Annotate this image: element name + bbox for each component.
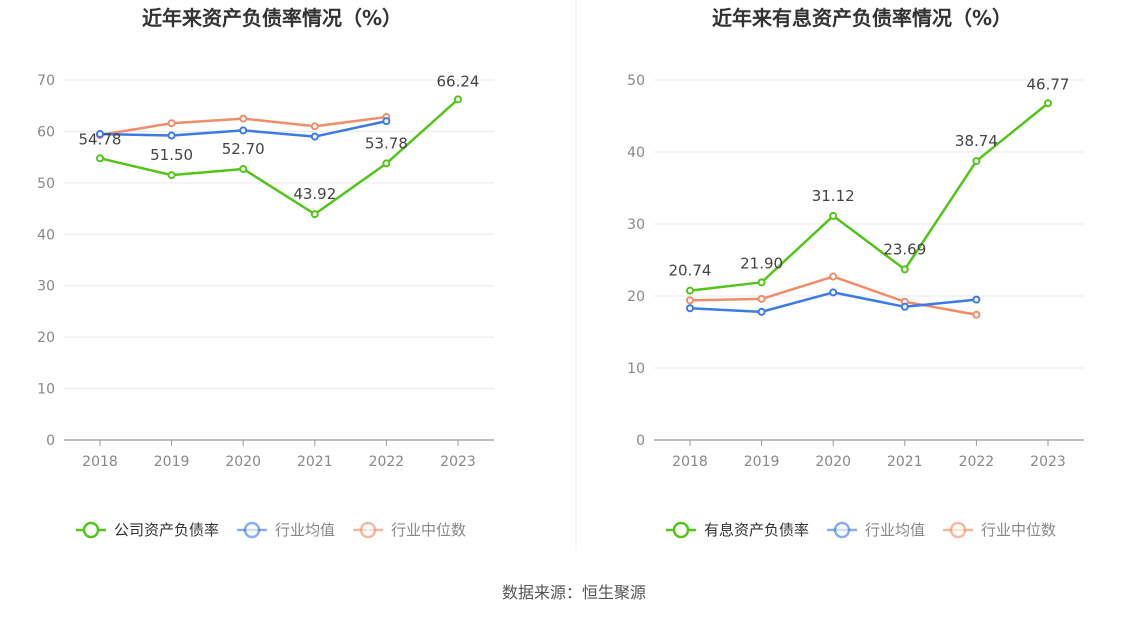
data-point — [972, 295, 981, 304]
series-line — [689, 102, 1049, 292]
data-label: 43.92 — [293, 185, 336, 203]
data-point — [972, 157, 981, 166]
y-tick-label: 50 — [627, 73, 645, 89]
x-tick-label: 2018 — [672, 454, 708, 470]
data-point — [686, 304, 694, 313]
data-point — [829, 211, 838, 220]
source-note: 数据来源：恒生聚源 — [502, 583, 646, 602]
x-tick-label: 2023 — [440, 454, 476, 470]
legend-label: 行业中位数 — [981, 521, 1056, 539]
chart-title: 近年来资产负债率情况（%） — [142, 6, 402, 30]
data-point — [686, 296, 694, 305]
legend-marker — [672, 521, 690, 539]
y-tick-label: 10 — [37, 382, 55, 398]
data-label: 31.12 — [812, 187, 855, 205]
y-tick-label: 50 — [37, 176, 55, 192]
data-point — [1044, 99, 1052, 108]
data-point — [310, 210, 319, 219]
data-point — [167, 131, 176, 140]
data-label: 46.77 — [1027, 75, 1070, 93]
chart-2: 近年来有息资产负债率情况（%） 0 10 20 30 40 50 2018 2019 2020 20… — [627, 6, 1084, 539]
data-point — [239, 126, 248, 135]
data-label: 52.70 — [222, 140, 265, 158]
data-point — [382, 117, 391, 126]
y-tick-label: 30 — [627, 217, 645, 233]
y-tick-label: 0 — [46, 433, 55, 449]
data-point — [167, 119, 176, 128]
chart-title: 近年来有息资产负债率情况（%） — [712, 6, 1012, 30]
legend-marker — [949, 521, 967, 539]
legend-label: 有息资产负债率 — [704, 521, 809, 539]
data-label: 66.24 — [437, 72, 480, 90]
data-point — [757, 294, 766, 303]
data-point — [900, 302, 909, 311]
data-point — [757, 307, 766, 316]
chart-1: 近年来资产负债率情况（%） 0 10 20 30 40 50 60 70 2018 2019 2020… — [37, 6, 494, 539]
data-point — [310, 132, 319, 141]
y-tick-label: 40 — [37, 227, 55, 243]
y-tick-label: 40 — [627, 145, 645, 161]
legend-marker — [359, 521, 377, 539]
data-label: 51.50 — [150, 146, 193, 164]
data-point — [972, 310, 981, 319]
legend-label: 行业均值 — [865, 521, 925, 539]
legend-marker — [243, 521, 261, 539]
data-label: 20.74 — [669, 262, 712, 280]
data-point — [900, 265, 909, 274]
x-tick-label: 2019 — [744, 454, 780, 470]
y-tick-label: 60 — [37, 124, 55, 140]
data-point — [382, 159, 391, 168]
data-point — [686, 286, 694, 295]
x-tick-label: 2020 — [225, 454, 261, 470]
y-tick-label: 30 — [37, 279, 55, 295]
data-point — [310, 122, 319, 131]
data-label: 38.74 — [955, 132, 998, 150]
y-tick-label: 10 — [627, 361, 645, 377]
data-label: 23.69 — [883, 240, 926, 258]
legend-label: 行业中位数 — [391, 521, 466, 539]
data-point — [454, 95, 462, 104]
data-label: 53.78 — [365, 134, 408, 152]
data-point — [239, 164, 248, 173]
data-label: 54.78 — [79, 130, 122, 148]
x-tick-label: 2020 — [815, 454, 851, 470]
y-tick-label: 70 — [37, 73, 55, 89]
x-tick-label: 2023 — [1030, 454, 1066, 470]
x-tick-label: 2022 — [369, 454, 405, 470]
x-tick-label: 2019 — [154, 454, 190, 470]
x-tick-label: 2018 — [82, 454, 118, 470]
data-point — [239, 114, 248, 123]
data-label: 21.90 — [740, 254, 783, 272]
x-tick-label: 2021 — [887, 454, 923, 470]
legend-marker — [82, 521, 100, 539]
legend-marker — [833, 521, 851, 539]
x-tick-label: 2021 — [297, 454, 333, 470]
x-tick-label: 2022 — [959, 454, 995, 470]
data-point — [757, 278, 766, 287]
legend-label: 行业均值 — [275, 521, 335, 539]
data-point — [167, 171, 176, 180]
data-point — [96, 154, 104, 163]
data-point — [96, 130, 104, 138]
data-point — [829, 288, 838, 297]
legend-label: 公司资产负债率 — [114, 521, 219, 539]
y-tick-label: 0 — [636, 433, 645, 449]
y-tick-label: 20 — [37, 330, 55, 346]
data-point — [829, 272, 838, 281]
y-tick-label: 20 — [627, 289, 645, 305]
series-line — [99, 98, 459, 216]
